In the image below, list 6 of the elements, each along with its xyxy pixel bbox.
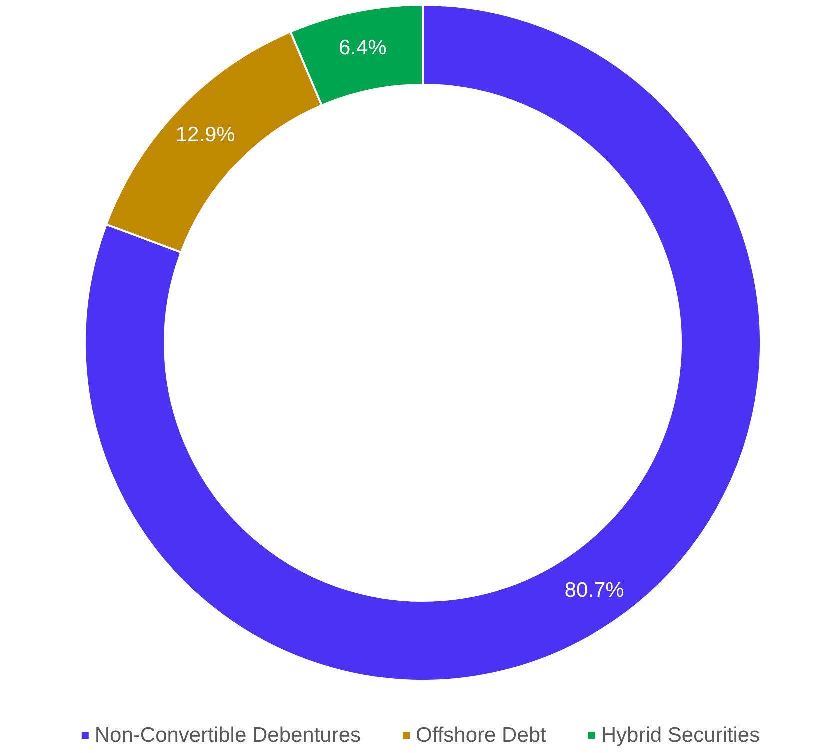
legend-label: Hybrid Securities — [601, 724, 760, 747]
legend-label: Offshore Debt — [416, 724, 547, 747]
data-label: 6.4% — [338, 36, 387, 60]
data-label: 12.9% — [176, 123, 236, 146]
data-label: 80.7% — [564, 578, 624, 602]
legend-label: Non-Convertible Debentures — [94, 724, 362, 747]
